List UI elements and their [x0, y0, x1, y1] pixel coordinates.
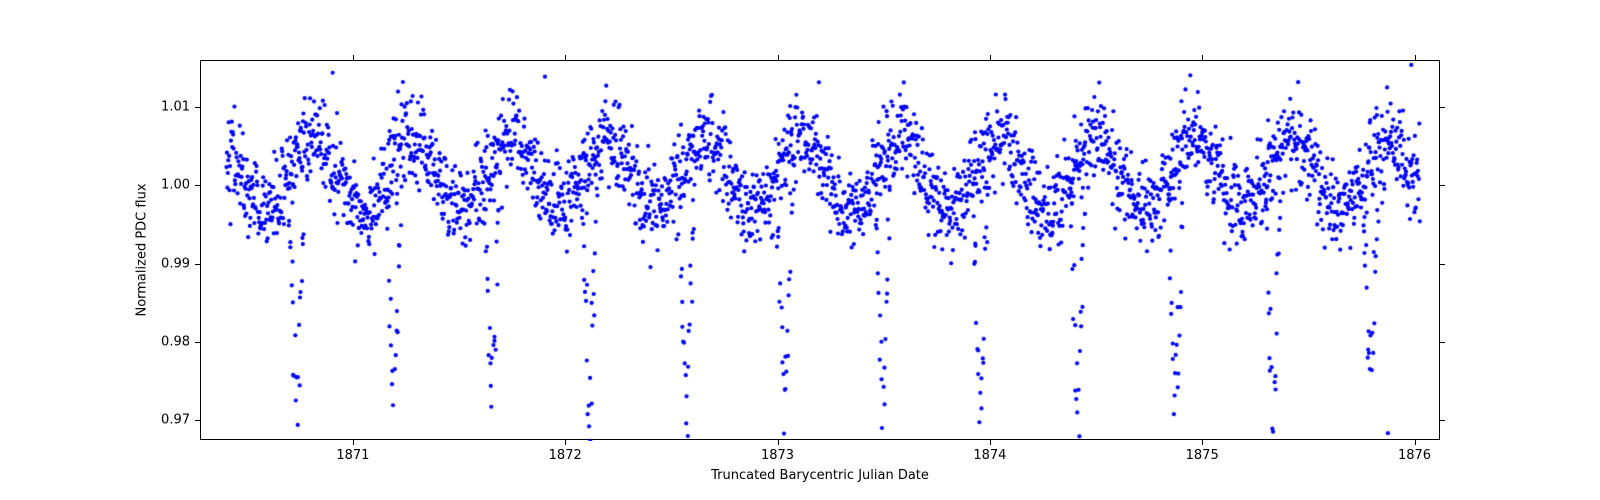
x-tick-mark [990, 55, 991, 60]
x-tick-mark [565, 55, 566, 60]
lightcurve-chart: 1871 1872 1873 1874 1875 1876 0.97 0.98 0.99 1.0… [0, 0, 1600, 500]
x-tick-mark [565, 440, 566, 445]
y-tick-mark [195, 264, 200, 265]
x-tick-mark [778, 440, 779, 445]
y-tick-mark [1440, 420, 1445, 421]
y-tick-mark [195, 342, 200, 343]
y-tick-mark [1440, 264, 1445, 265]
y-tick-mark [195, 185, 200, 186]
y-tick-label: 0.97 [161, 413, 190, 428]
y-tick-label: 1.01 [161, 100, 190, 115]
y-tick-label: 1.00 [161, 178, 190, 193]
x-tick-mark [1202, 55, 1203, 60]
x-tick-mark [778, 55, 779, 60]
x-tick-label: 1872 [549, 448, 582, 463]
x-tick-label: 1874 [973, 448, 1006, 463]
x-tick-mark [353, 55, 354, 60]
plot-area [200, 60, 1440, 440]
y-tick-mark [195, 107, 200, 108]
x-tick-label: 1871 [336, 448, 369, 463]
x-tick-label: 1875 [1186, 448, 1219, 463]
x-tick-mark [990, 440, 991, 445]
y-tick-label: 0.98 [161, 335, 190, 350]
x-tick-label: 1873 [761, 448, 794, 463]
y-tick-mark [195, 420, 200, 421]
y-axis-label: Normalized PDC flux [135, 183, 150, 316]
y-tick-mark [1440, 107, 1445, 108]
x-tick-label: 1876 [1398, 448, 1431, 463]
y-tick-label: 0.99 [161, 256, 190, 271]
x-axis-label: Truncated Barycentric Julian Date [711, 468, 929, 483]
x-tick-mark [1415, 440, 1416, 445]
scatter-points [201, 61, 1441, 441]
x-tick-mark [1202, 440, 1203, 445]
x-tick-mark [1415, 55, 1416, 60]
y-tick-mark [1440, 342, 1445, 343]
x-tick-mark [353, 440, 354, 445]
y-tick-mark [1440, 185, 1445, 186]
